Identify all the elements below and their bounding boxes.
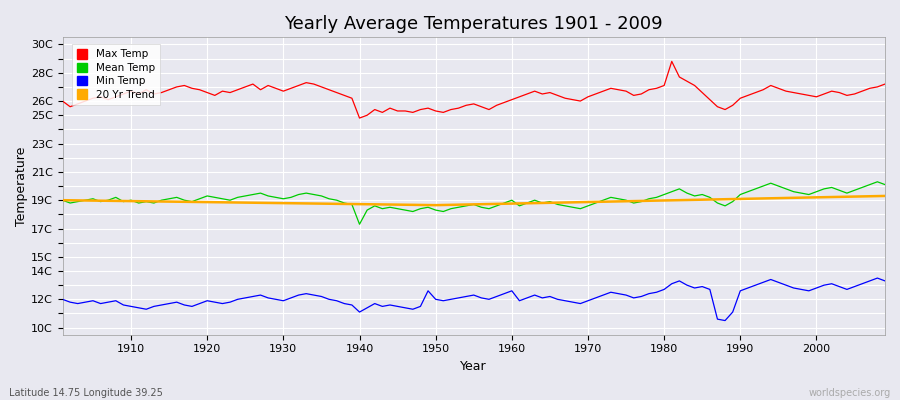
Text: Latitude 14.75 Longitude 39.25: Latitude 14.75 Longitude 39.25 <box>9 388 163 398</box>
Text: worldspecies.org: worldspecies.org <box>809 388 891 398</box>
Y-axis label: Temperature: Temperature <box>15 146 28 226</box>
Title: Yearly Average Temperatures 1901 - 2009: Yearly Average Temperatures 1901 - 2009 <box>284 15 663 33</box>
Legend: Max Temp, Mean Temp, Min Temp, 20 Yr Trend: Max Temp, Mean Temp, Min Temp, 20 Yr Tre… <box>72 44 160 105</box>
X-axis label: Year: Year <box>461 360 487 373</box>
